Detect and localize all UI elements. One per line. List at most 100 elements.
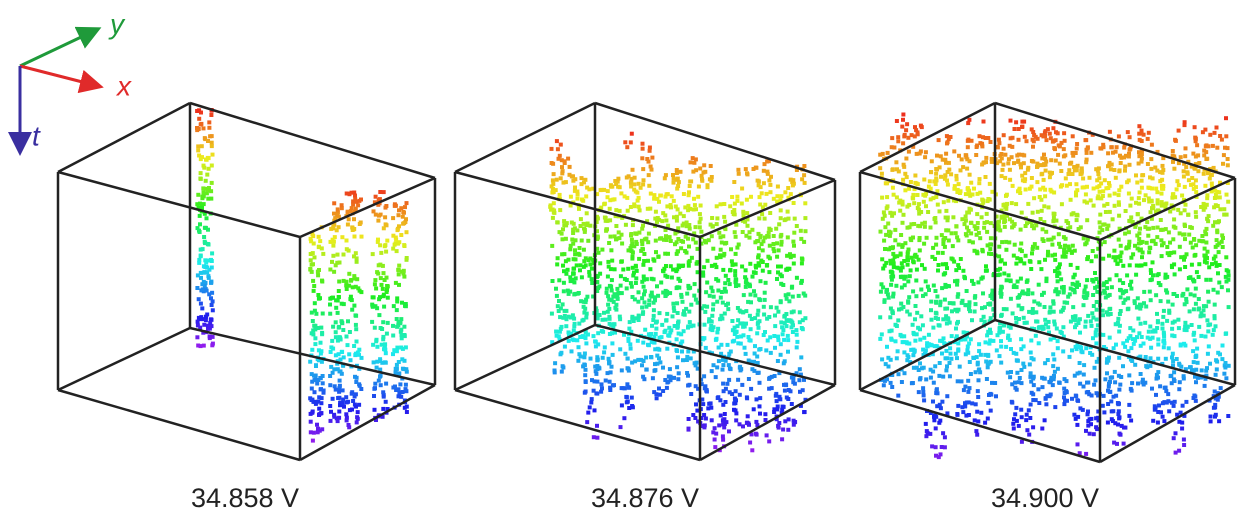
point [200,144,204,148]
point [561,169,565,173]
point [786,334,790,338]
point [724,274,728,278]
point [1084,429,1088,433]
point [582,355,586,359]
point [716,289,720,293]
point [728,390,732,394]
point [955,190,959,194]
point [208,325,212,329]
point [700,177,704,181]
point [1010,401,1014,405]
point [887,365,891,369]
point [1113,192,1117,196]
point [1111,151,1115,155]
point [685,221,689,225]
point [746,414,750,418]
point [665,290,669,294]
point [574,276,578,280]
point [998,228,1002,232]
point [1057,272,1061,276]
point [354,323,358,327]
point [1139,322,1143,326]
point [1008,375,1012,379]
point [557,278,561,282]
point [1020,249,1024,253]
point [974,402,978,406]
point [1049,338,1053,342]
point [1117,188,1121,192]
point [568,165,572,169]
point [946,199,950,203]
point [348,408,352,412]
point [763,412,767,416]
point [210,134,214,138]
point [988,182,992,186]
point [561,364,565,368]
point [698,225,702,229]
point [575,228,579,232]
point [374,195,378,199]
point [900,125,904,129]
point [1158,283,1162,287]
point [210,303,214,307]
point [934,220,938,224]
point [197,316,201,320]
point [593,408,597,412]
point [1123,426,1127,430]
point [1173,272,1177,276]
point [1172,217,1176,221]
point [1126,296,1130,300]
point [943,298,947,302]
point [890,338,894,342]
point [711,430,715,434]
point [1048,132,1052,136]
point [902,350,906,354]
point [347,284,351,288]
point [1030,356,1034,360]
point [774,394,778,398]
point [702,265,706,269]
point [340,350,344,354]
point [1064,176,1068,180]
point [762,181,766,185]
point [1050,243,1054,247]
point [978,236,982,240]
point [943,445,947,449]
point [624,223,628,227]
point [337,410,341,414]
point [923,155,927,159]
point [1025,139,1029,143]
point [914,279,918,283]
point [956,404,960,408]
point [1011,311,1015,315]
point [630,285,634,289]
point [880,332,884,336]
point [989,221,993,225]
point [988,328,992,332]
point [965,348,969,352]
point [658,336,662,340]
point [378,190,382,194]
point [966,189,970,193]
point [202,166,206,170]
point [650,291,654,295]
point [1105,358,1109,362]
point [631,223,635,227]
point [1074,193,1078,197]
point [954,224,958,228]
point [803,181,807,185]
point [719,248,723,252]
point [1015,359,1019,363]
point [650,168,654,172]
point [677,320,681,324]
point [955,283,959,287]
point [1209,278,1213,282]
point [940,400,944,404]
point [987,252,991,256]
point [998,267,1002,271]
point [755,331,759,335]
point [584,390,588,394]
point [354,380,358,384]
point [1186,213,1190,217]
point [1071,282,1075,286]
